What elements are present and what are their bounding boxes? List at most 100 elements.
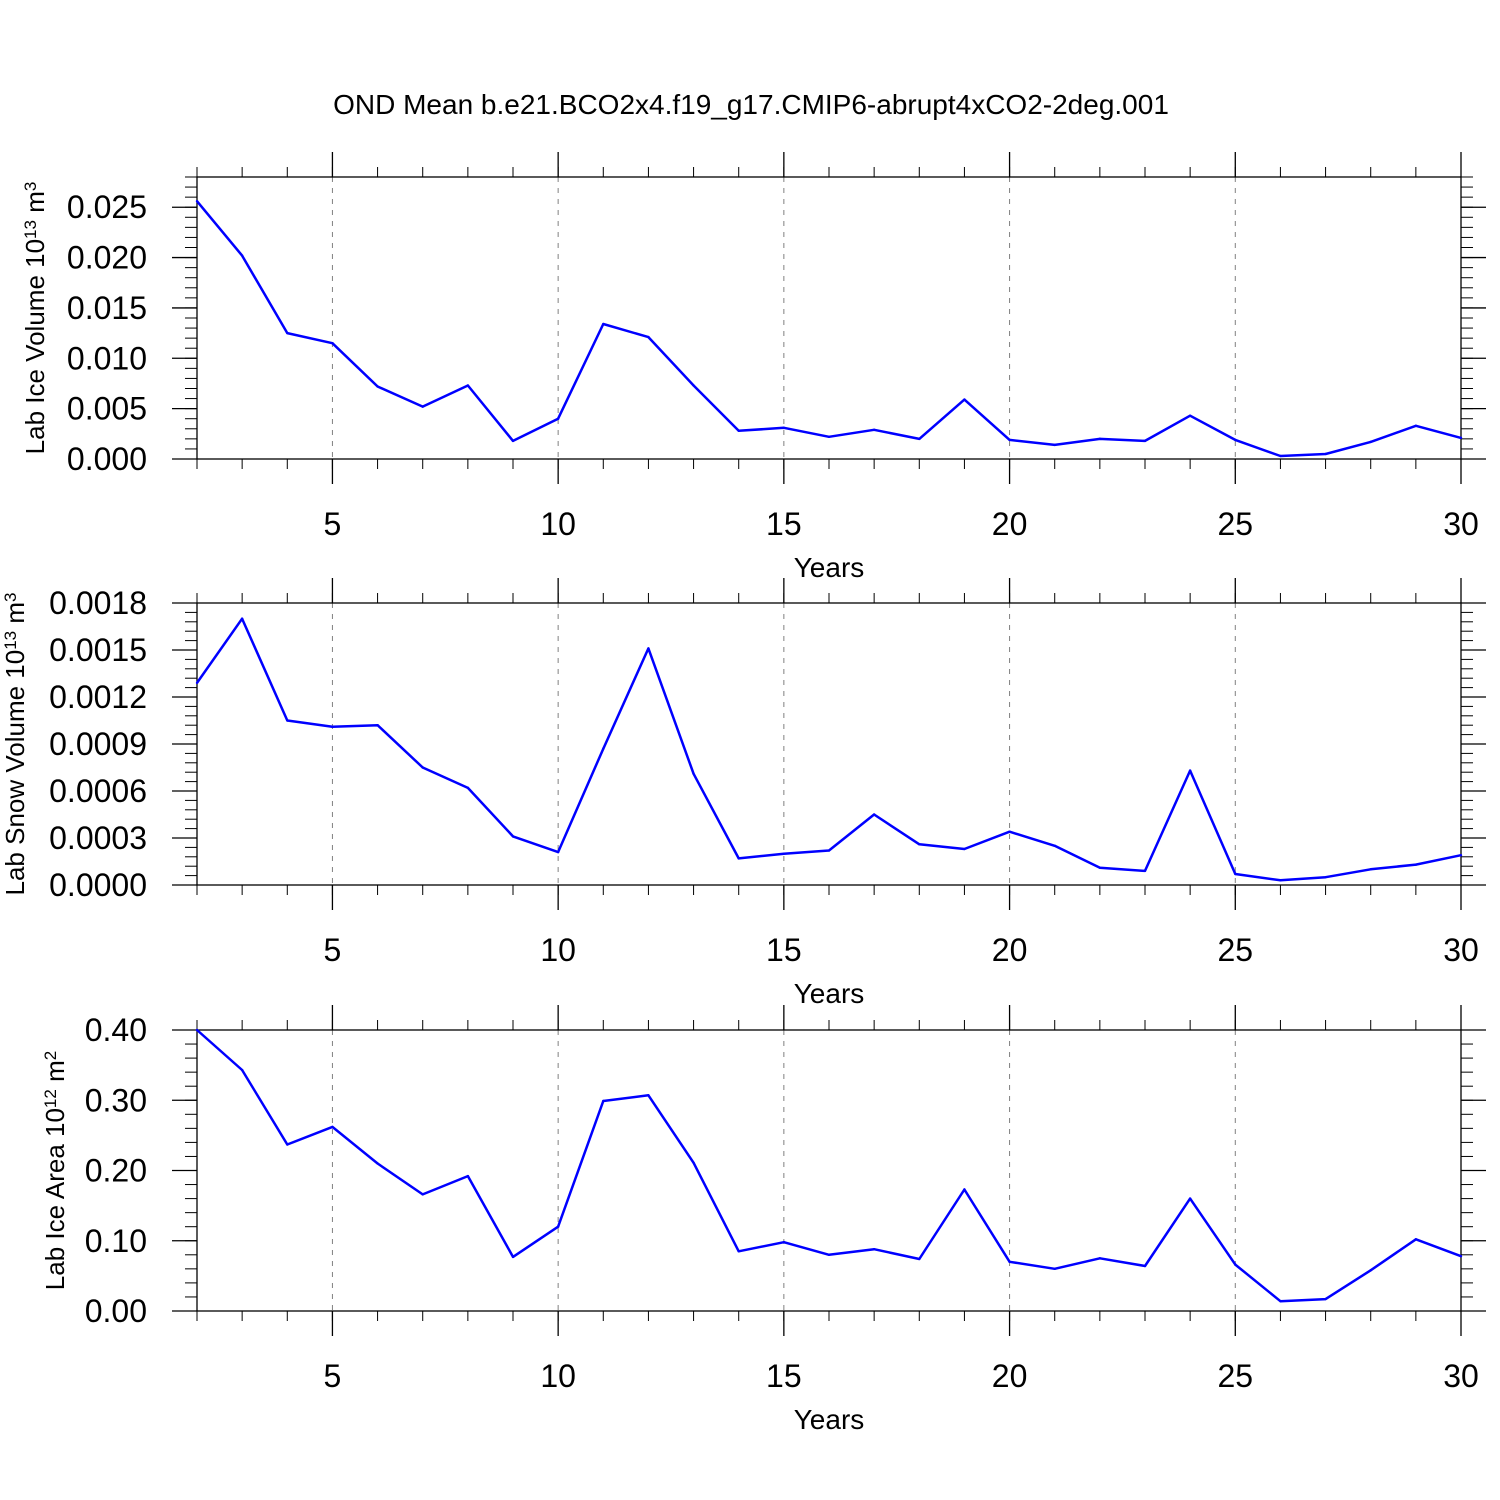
data-point [240,1068,244,1072]
data-point [1279,454,1282,458]
data-point [240,254,244,257]
data-point [466,384,470,387]
y-axis-label-text: Lab Ice Area 10 [40,1108,70,1290]
y-tick-label: 0.0009 [49,726,147,762]
data-point [1369,1269,1372,1272]
series-line [196,1029,1462,1303]
y-axis-label-unit-exponent: 2 [41,1051,60,1060]
data-point [1143,1264,1147,1268]
data-point [872,428,876,431]
data-point [872,1247,876,1251]
panel-1: 5 10 15 20 25 30 0.000 0.005 0.010 0.015 0.020 0.02… [20,152,1486,583]
panels: 5 10 15 20 25 300.0000.0050.0100.0150.0200.02… [0,152,1486,1435]
data-point [1324,452,1327,456]
data-point [556,417,560,420]
data-point [647,1094,650,1097]
y-axis-label-unit: m [20,191,50,220]
data-point [376,724,379,727]
data-point [286,1143,289,1146]
y-axis-label-text: Lab Snow Volume 10 [0,650,30,896]
data-point [466,1174,470,1178]
data-point [1369,440,1372,444]
data-point [1414,863,1418,866]
data-point [782,1240,786,1244]
y-axis-label-unit-exponent: 3 [21,182,40,191]
data-point [1188,414,1192,417]
data-point [1279,1299,1282,1303]
data-point [1053,1267,1056,1271]
data-point [692,384,695,387]
x-tick-label: 20 [992,1358,1028,1394]
x-tick-label: 10 [540,506,576,542]
x-tick-label: 15 [766,1358,802,1394]
x-tick-label: 30 [1443,932,1479,968]
data-point [421,405,424,408]
series-line [195,617,1462,882]
data-point [872,813,876,816]
data-point [692,1161,695,1164]
x-tick-label: 30 [1443,506,1479,542]
y-tick-label: 0.00 [85,1293,147,1329]
y-axis-label: Lab Ice Area 1012 m2 [40,1051,70,1290]
data-point [737,1250,740,1253]
y-axis-label-exponent: 13 [21,220,40,239]
data-point [782,426,786,429]
y-tick-label: 0.005 [67,391,147,427]
plot-frame [196,602,1462,886]
y-tick-label: 0.0000 [49,867,147,903]
y-axis-label-text: Lab Ice Volume 10 [20,239,50,454]
data-point [1324,875,1327,879]
data-point [1143,869,1147,873]
series-line [196,200,1462,458]
data-point [1053,844,1056,848]
data-point [421,1193,424,1196]
data-point [1188,1197,1192,1200]
data-point [376,385,379,388]
data-point [1053,443,1056,447]
data-point [1098,1257,1102,1260]
data-point [1414,1238,1418,1241]
y-axis-label-unit: m [0,602,30,631]
data-point [1143,439,1147,443]
y-axis-label-unit-exponent: 3 [1,592,20,601]
y-tick-label: 0.0003 [49,820,147,856]
data-point [195,199,199,203]
data-point [782,852,786,855]
data-point [331,725,334,728]
data-point [692,772,695,775]
y-tick-label: 0.000 [67,441,147,477]
data-point [602,747,605,750]
data-point [737,857,740,860]
data-point [1234,872,1237,876]
data-point [556,1225,560,1228]
y-axis-label: Lab Snow Volume 1013 m3 [0,592,30,895]
data-point [286,331,289,335]
x-tick-label: 15 [766,932,802,968]
data-point [195,1028,199,1032]
data-point [1008,438,1011,442]
data-point [1234,438,1237,442]
panel-3: 5 10 15 20 25 30 0.00 0.10 0.20 0.30 0.40 Years Lab … [40,1005,1486,1435]
chart-title: OND Mean b.e21.BCO2x4.f19_g17.CMIP6-abru… [333,89,1169,120]
y-tick-label: 0.0018 [49,585,147,621]
plot-frame [196,176,1462,460]
x-tick-label: 10 [540,1358,576,1394]
data-point [963,1188,966,1191]
data-point [963,398,966,401]
y-tick-label: 0.0006 [49,773,147,809]
x-tick-label: 30 [1443,1358,1479,1394]
x-tick-label: 5 [324,1358,342,1394]
data-point [466,786,470,790]
data-point [1279,879,1282,882]
y-tick-label: 0.025 [67,189,147,225]
data-point [421,766,424,769]
data-point [1459,1255,1463,1258]
y-tick-label: 0.40 [85,1012,147,1048]
panel-2: 5 10 15 20 25 30 0.0000 0.0003 0.0006 0.0009 0.001… [0,578,1486,1009]
x-tick-label: 25 [1217,932,1253,968]
data-point [827,1253,831,1257]
data-point [1008,830,1011,833]
data-point [331,341,334,345]
y-tick-label: 0.10 [85,1223,147,1259]
